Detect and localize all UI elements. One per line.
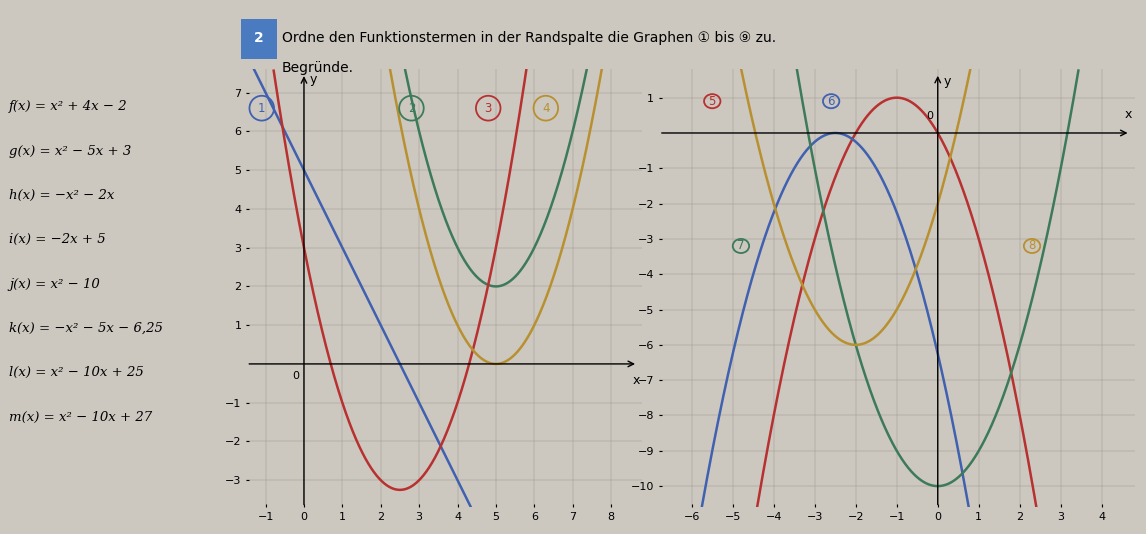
Text: 1: 1 [258,101,266,115]
Text: j(x) = x² − 10: j(x) = x² − 10 [9,278,100,290]
Text: f(x) = x² + 4x − 2: f(x) = x² + 4x − 2 [9,100,128,113]
Text: 5: 5 [708,95,716,108]
Text: g(x) = x² − 5x + 3: g(x) = x² − 5x + 3 [9,145,132,158]
Text: 7: 7 [737,239,745,253]
Text: 3: 3 [485,101,492,115]
Text: x: x [633,374,639,387]
Text: Ordne den Funktionstermen in der Randspalte die Graphen ① bis ⑨ zu.: Ordne den Funktionstermen in der Randspa… [282,32,776,45]
Text: 0: 0 [292,371,299,381]
Text: y: y [309,73,317,87]
Text: l(x) = x² − 10x + 25: l(x) = x² − 10x + 25 [9,366,144,379]
Text: y: y [944,75,951,88]
Text: m(x) = x² − 10x + 27: m(x) = x² − 10x + 27 [9,411,152,423]
Text: 2: 2 [408,101,415,115]
Text: 4: 4 [542,101,550,115]
Text: h(x) = −x² − 2x: h(x) = −x² − 2x [9,189,115,202]
Text: 2: 2 [254,32,264,45]
Text: k(x) = −x² − 5x − 6,25: k(x) = −x² − 5x − 6,25 [9,322,163,335]
Text: 8: 8 [1028,239,1036,253]
Text: 0: 0 [926,111,933,121]
Text: Begründe.: Begründe. [282,61,354,75]
Text: x: x [1125,108,1132,121]
Text: i(x) = −2x + 5: i(x) = −2x + 5 [9,233,105,246]
Text: 6: 6 [827,95,835,108]
